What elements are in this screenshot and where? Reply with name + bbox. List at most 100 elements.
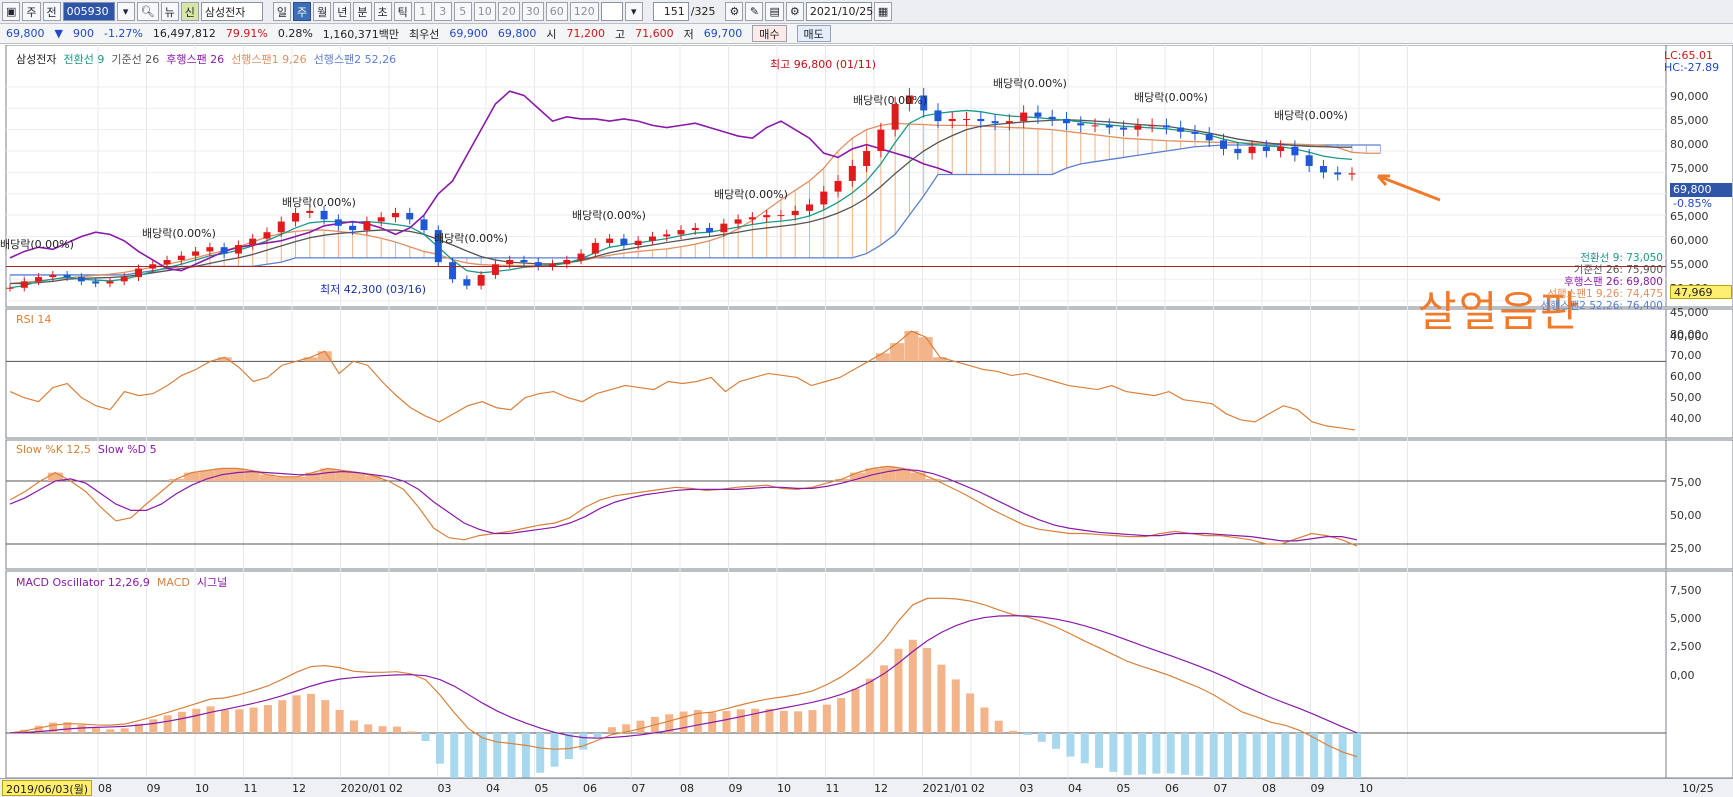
draw-icon[interactable]: ✎ (745, 2, 764, 21)
period-month-button[interactable]: 월 (313, 2, 332, 21)
high-price: 71,600 (635, 27, 674, 40)
chart-area[interactable]: 삼성전자 전환선 9 기준선 26 후행스팬 26 선행스팬1 9,26 선행스… (0, 45, 1733, 780)
candle-body (434, 230, 442, 263)
candle-body (620, 238, 628, 246)
x-axis-label: 05 (1116, 782, 1131, 795)
candle-body (506, 259, 514, 265)
macd-histogram-bar (34, 725, 43, 733)
rsi-panel-frame (5, 308, 1667, 439)
macd-histogram-bar (106, 729, 115, 733)
macd-histogram-bar (751, 708, 760, 733)
change-percent: -1.27% (103, 27, 143, 40)
dividend-note: 배당락(0.00%) (434, 232, 508, 245)
legend-chikou: 후행스팬 26 (166, 53, 225, 66)
candle-body (834, 180, 842, 192)
date-input[interactable]: 2021/10/25 (805, 2, 873, 21)
candle-body (963, 118, 971, 120)
period-day-button[interactable]: 일 (272, 2, 291, 21)
macd-histogram-bar (908, 639, 917, 733)
indicator-icon[interactable]: ⚙ (725, 2, 744, 21)
period-tick-button[interactable]: 틱 (393, 2, 412, 21)
dividend-note: 배당락(0.00%) (282, 196, 356, 209)
period-minute-button[interactable]: 분 (353, 2, 372, 21)
candle-body (1105, 125, 1113, 128)
candle-body (463, 279, 471, 286)
candle-body (1177, 127, 1185, 132)
interval-30-button[interactable]: 30 (521, 2, 544, 21)
stoch-d-line (9, 468, 1358, 542)
total-count: /325 (690, 5, 716, 18)
low-label: 저 (683, 27, 694, 41)
stock-code-input[interactable]: 005930 (62, 2, 115, 21)
candle-body (491, 264, 499, 275)
stoch-panel-axis (1665, 439, 1733, 570)
price-tick-90000: 90,000 (1670, 90, 1709, 103)
dividend-note: 배당락(0.00%) (993, 77, 1067, 90)
interval-3-button[interactable]: 3 (433, 2, 452, 21)
layout-icon[interactable]: ▣ (2, 2, 21, 21)
candle-body (563, 259, 571, 265)
macd-histogram-bar (149, 719, 158, 733)
candle-body (249, 238, 257, 246)
news-button[interactable]: 뉴 (160, 2, 179, 21)
search-icon[interactable]: 🔍︎ (136, 2, 159, 21)
macd-histogram-bar (48, 722, 57, 733)
candle-body (534, 262, 542, 267)
macd-histogram-bar (1195, 732, 1204, 776)
macd-line-legend: MACD (156, 576, 190, 589)
interval-60-button[interactable]: 60 (545, 2, 568, 21)
buy-button[interactable]: 매수 (752, 25, 787, 42)
x-axis-label: 08 (98, 782, 112, 795)
count-input[interactable]: 151 (652, 2, 689, 21)
x-axis-label: 2021/01 (922, 782, 969, 795)
macd-histogram-bar (206, 706, 215, 733)
interval-dropdown-icon[interactable]: ▾ (624, 2, 643, 21)
dividend-note: 배당락(0.00%) (572, 209, 646, 222)
interval-custom-input[interactable] (600, 2, 623, 21)
x-axis-label: 06 (583, 782, 597, 795)
interval-120-button[interactable]: 120 (569, 2, 599, 21)
dropdown-arrow-icon[interactable]: ▾ (116, 2, 135, 21)
macd-histogram-bar (1152, 732, 1161, 774)
stoch-tick-25: 25,00 (1670, 542, 1702, 555)
period-select[interactable]: 주 (22, 2, 41, 21)
period-second-button[interactable]: 초 (373, 2, 392, 21)
right-legend-chikou: 후행스팬 26: 69,800 (1564, 276, 1663, 288)
save-icon[interactable]: ▤ (765, 2, 784, 21)
interval-5-button[interactable]: 5 (453, 2, 472, 21)
candle-body (334, 219, 342, 226)
macd-histogram-bar (593, 732, 602, 738)
candle-body (263, 232, 271, 239)
interval-10-button[interactable]: 10 (473, 2, 496, 21)
candle-body (634, 240, 642, 246)
period-week-button[interactable]: 주 (293, 2, 312, 21)
price-tick-80000: 80,000 (1670, 138, 1709, 151)
macd-histogram-bar (564, 732, 573, 760)
chart-canvas[interactable] (0, 45, 1733, 780)
macd-histogram-bar (1095, 732, 1104, 768)
macd-histogram-bar (536, 732, 545, 773)
macd-histogram-bar (306, 693, 315, 733)
interval-1-button[interactable]: 1 (413, 2, 432, 21)
interval-20-button[interactable]: 20 (497, 2, 520, 21)
macd-histogram-bar (177, 711, 186, 733)
market-select[interactable]: 전 (42, 2, 61, 21)
macd-histogram-bar (1281, 732, 1290, 778)
x-axis-label: 12 (874, 782, 888, 795)
stoch-panel-frame (5, 439, 1667, 570)
legend-senkou1: 선행스팬1 9,26 (231, 53, 307, 66)
calendar-icon[interactable]: ▦ (873, 2, 893, 21)
dividend-note: 배당락(0.00%) (1274, 109, 1348, 122)
macd-tick-2500: 2,500 (1670, 640, 1702, 653)
candle-body (877, 129, 885, 152)
period-year-button[interactable]: 년 (333, 2, 352, 21)
price-tick-45000: 45,000 (1670, 306, 1709, 319)
macd-histogram-bar (292, 695, 301, 733)
gear-icon[interactable]: ⚙ (785, 2, 804, 21)
stock-name-field[interactable]: 삼성전자 (200, 2, 263, 21)
macd-histogram-bar (450, 732, 459, 780)
x-axis-label: 08 (680, 782, 694, 795)
credit-button[interactable]: 신 (180, 2, 199, 21)
candle-body (1262, 146, 1270, 152)
sell-button[interactable]: 매도 (796, 25, 831, 42)
